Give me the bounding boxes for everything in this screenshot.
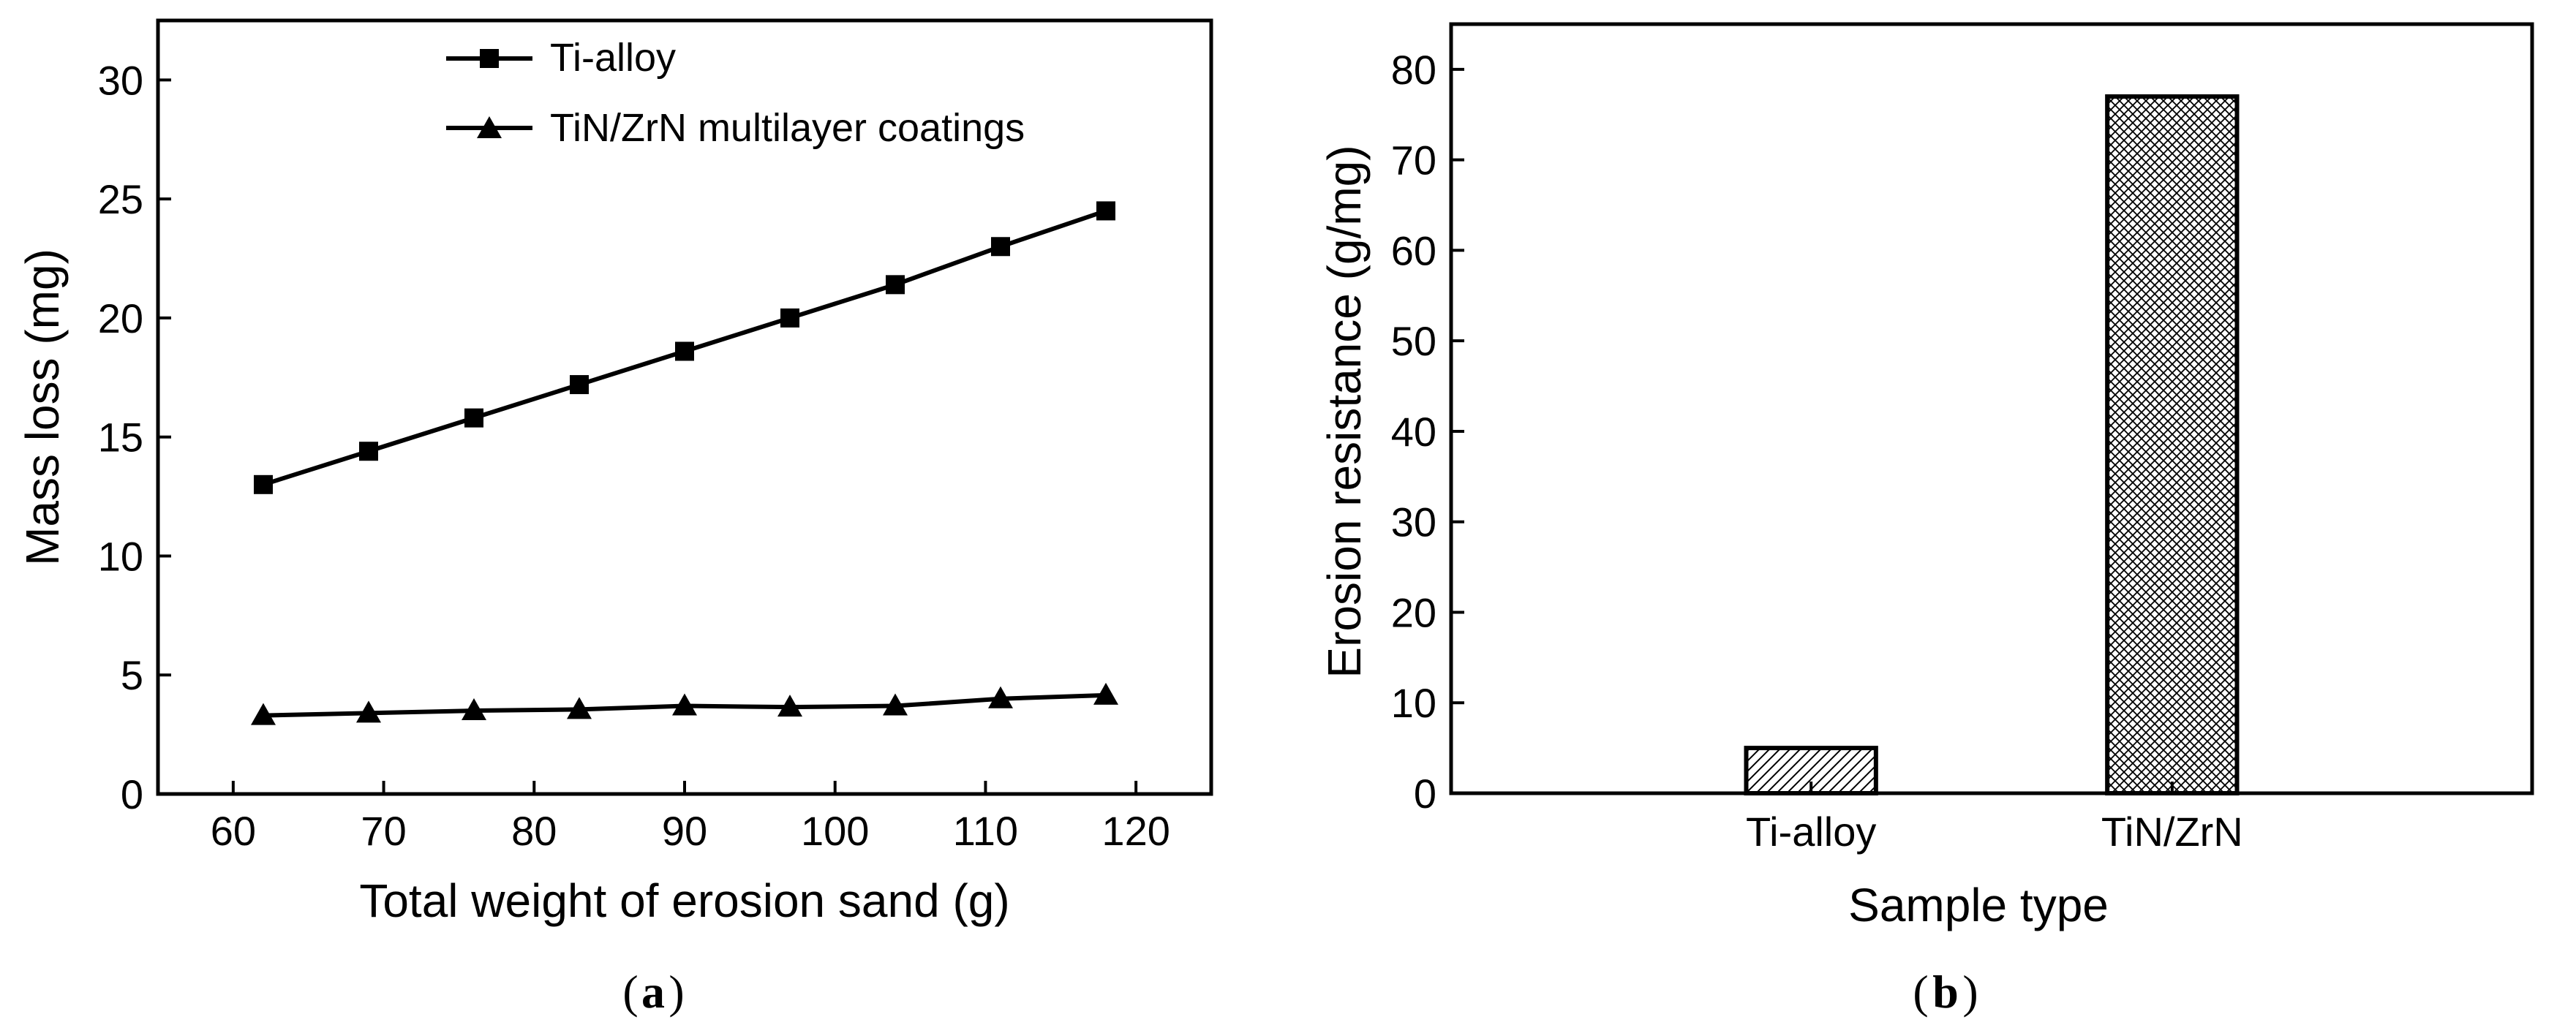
data-point-square	[780, 308, 799, 328]
panel-a-y-axis-label: Mass loss (mg)	[16, 249, 69, 566]
y-tick-label: 60	[1391, 227, 1436, 273]
panel-b-plot-frame	[1449, 22, 2534, 795]
y-tick-label: 50	[1391, 318, 1436, 364]
panel-b-bars: Ti-alloy TiN/ZrN	[1744, 94, 2243, 855]
bar-tin-zrn	[2105, 94, 2240, 795]
y-tick-label: 20	[98, 295, 143, 341]
x-tick-label: 70	[361, 808, 406, 854]
panel-a-x-ticks: 60 70 80 90 100 110 120	[211, 781, 1170, 854]
y-tick-label: 25	[98, 176, 143, 222]
data-point-square	[359, 442, 378, 461]
y-tick-label: 0	[121, 771, 143, 817]
y-tick-label: 15	[98, 415, 143, 461]
panel-a-legend: Ti-alloy TiN/ZrN multilayer coatings	[446, 36, 1025, 150]
y-tick-label: 30	[98, 57, 143, 103]
y-tick-label: 30	[1391, 499, 1436, 545]
panel-a-line-chart: 0 5 10 15 20 25 30 60 70 80 90 100 110 120 Ti-alloy …	[16, 18, 1213, 1018]
x-tick-label: 90	[662, 808, 707, 854]
data-point-square	[570, 375, 589, 395]
panel-a-x-axis-label: Total weight of erosion sand (g)	[359, 874, 1009, 927]
x-tick-label: 100	[801, 808, 869, 854]
y-tick-label: 20	[1391, 589, 1436, 635]
x-tick-label: 120	[1101, 808, 1170, 854]
y-tick-label: 80	[1391, 47, 1436, 93]
panel-a-series	[251, 201, 1118, 725]
y-tick-label: 10	[98, 533, 143, 579]
y-tick-label: 70	[1391, 137, 1436, 184]
legend-label-ti-alloy: Ti-alloy	[550, 36, 676, 80]
data-point-triangle	[777, 695, 802, 717]
svg-text:): )	[669, 966, 684, 1018]
panel-b-caption-letter: b	[1932, 966, 1959, 1018]
data-point-triangle	[1093, 682, 1118, 705]
y-tick-label: 0	[1414, 771, 1436, 817]
data-point-triangle	[251, 703, 276, 725]
x-tick-label: Ti-alloy	[1746, 809, 1876, 855]
data-point-triangle	[672, 693, 697, 716]
panel-a-caption-letter: a	[641, 966, 665, 1018]
x-tick-label: TiN/ZrN	[2101, 809, 2243, 855]
data-point-triangle	[988, 686, 1013, 708]
data-point-square	[1096, 201, 1115, 221]
data-point-square	[464, 408, 483, 428]
y-tick-label: 10	[1391, 680, 1436, 726]
panel-a-caption: ( a )	[622, 966, 684, 1018]
x-tick-label: 60	[211, 808, 256, 854]
data-point-triangle	[883, 693, 908, 716]
panel-b-caption: ( b )	[1913, 966, 1978, 1018]
panel-a-y-ticks: 0 5 10 15 20 25 30	[98, 57, 171, 817]
data-point-triangle	[462, 698, 486, 721]
legend-marker-square	[480, 49, 499, 68]
panel-b-x-axis-label: Sample type	[1848, 879, 2109, 931]
y-tick-label: 5	[121, 652, 143, 698]
panel-b-y-ticks: 0 10 20 30 40 50 60 70 80	[1391, 47, 1464, 817]
svg-text:(: (	[622, 966, 638, 1018]
y-tick-label: 40	[1391, 409, 1436, 455]
data-point-square	[254, 474, 273, 494]
data-point-square	[675, 341, 694, 361]
data-point-triangle	[567, 697, 592, 719]
legend-label-tin-zrn: TiN/ZrN multilayer coatings	[550, 106, 1025, 150]
data-point-square	[886, 275, 905, 295]
legend-marker-triangle	[477, 116, 502, 138]
x-tick-label: 110	[953, 808, 1018, 854]
x-tick-label: 80	[511, 808, 557, 854]
svg-text:(: (	[1913, 966, 1928, 1018]
data-point-triangle	[356, 700, 381, 723]
panel-b-bar-chart: 0 10 20 30 40 50 60 70 80 Ti-alloy TiN/ZrN Erosio…	[1318, 22, 2534, 1018]
svg-text:): )	[1962, 966, 1978, 1018]
panel-b-y-axis-label: Erosion resistance (g/mg)	[1318, 145, 1371, 678]
data-point-square	[991, 237, 1010, 257]
